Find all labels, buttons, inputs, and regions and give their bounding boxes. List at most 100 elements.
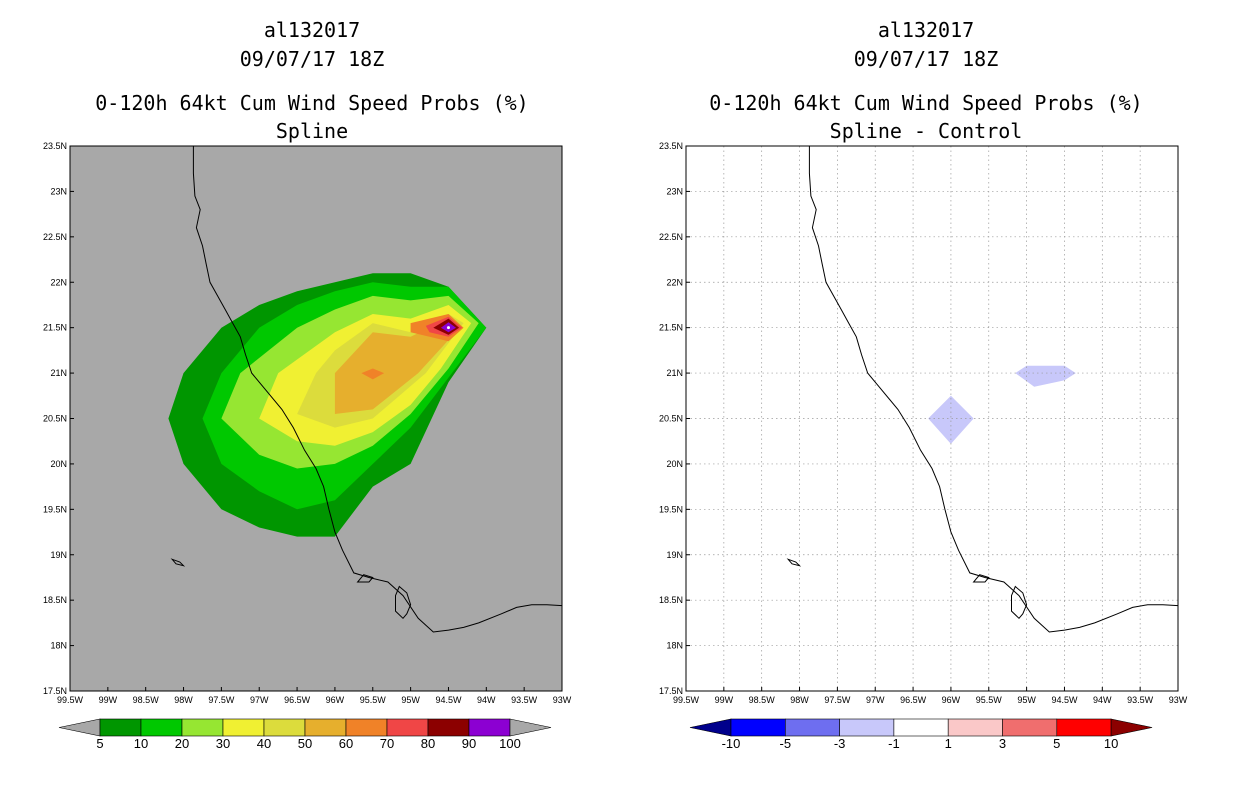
left-xtick-label-7: 96W bbox=[326, 695, 345, 705]
right-xtick-label-3: 98W bbox=[790, 695, 809, 705]
left-xtick-label-2: 98.5W bbox=[133, 695, 160, 705]
left-ytick-label-6: 20.5N bbox=[43, 414, 67, 424]
left-colorbar-swatch-1 bbox=[140, 718, 183, 737]
right-colorbar-swatch-4 bbox=[947, 718, 1003, 737]
right-colorbar-label-2: -3 bbox=[834, 736, 846, 751]
left-ytick-label-12: 23.5N bbox=[43, 141, 67, 151]
right-island-1 bbox=[1011, 585, 1028, 620]
left-ytick-label-2: 18.5N bbox=[43, 595, 67, 605]
right-xtick-label-12: 93.5W bbox=[1127, 695, 1154, 705]
right-map-panel: al132017 09/07/17 18Z 0-120h 64kt Cum Wi… bbox=[659, 18, 1188, 751]
right-colorbar-swatch-5 bbox=[1002, 718, 1058, 737]
right-colorbar-swatch-3 bbox=[893, 718, 949, 737]
right-ytick-label-1: 18N bbox=[666, 641, 683, 651]
left-xtick-label-12: 93.5W bbox=[511, 695, 538, 705]
left-colorbar-swatch-0 bbox=[99, 718, 142, 737]
left-colorbar-swatch-8 bbox=[427, 718, 470, 737]
right-ytick-label-12: 23.5N bbox=[659, 141, 683, 151]
left-colorbar-label-5: 50 bbox=[298, 736, 312, 751]
left-ytick-label-11: 23N bbox=[50, 186, 67, 196]
right-ytick-label-6: 20.5N bbox=[659, 414, 683, 424]
right-contour--3-1 bbox=[1015, 365, 1076, 387]
left-colorbar-label-8: 80 bbox=[421, 736, 435, 751]
left-colorbar-label-4: 40 bbox=[257, 736, 271, 751]
left-xtick-label-8: 95.5W bbox=[360, 695, 387, 705]
right-ytick-label-7: 21N bbox=[666, 368, 683, 378]
left-colorbar-swatch-2 bbox=[181, 718, 224, 737]
right-xtick-label-0: 99.5W bbox=[673, 695, 700, 705]
right-datetime: 09/07/17 18Z bbox=[854, 47, 999, 71]
left-colorbar-label-7: 70 bbox=[380, 736, 394, 751]
left-coastline bbox=[192, 146, 563, 633]
right-xtick-label-6: 96.5W bbox=[900, 695, 927, 705]
left-colorbar-label-9: 90 bbox=[462, 736, 476, 751]
right-colorbar-label-7: 10 bbox=[1104, 736, 1118, 751]
left-island-0 bbox=[170, 558, 186, 567]
left-xtick-label-0: 99.5W bbox=[57, 695, 84, 705]
right-ytick-label-8: 21.5N bbox=[659, 323, 683, 333]
right-colorbar-label-5: 3 bbox=[999, 736, 1006, 751]
right-colorbar-label-3: -1 bbox=[888, 736, 900, 751]
left-ytick-label-9: 22N bbox=[50, 277, 67, 287]
left-max-point-0 bbox=[446, 326, 450, 330]
left-colorbar-high-arrow bbox=[509, 718, 552, 737]
left-colorbar-swatch-9 bbox=[468, 718, 511, 737]
right-xtick-label-10: 94.5W bbox=[1051, 695, 1078, 705]
right-xtick-label-1: 99W bbox=[715, 695, 734, 705]
left-xtick-label-10: 94.5W bbox=[435, 695, 462, 705]
left-xtick-label-4: 97.5W bbox=[208, 695, 235, 705]
left-colorbar-swatch-5 bbox=[304, 718, 347, 737]
left-island-1 bbox=[395, 585, 412, 620]
right-ytick-label-10: 22.5N bbox=[659, 232, 683, 242]
left-colorbar-label-3: 30 bbox=[216, 736, 230, 751]
right-colorbar-swatch-0 bbox=[730, 718, 786, 737]
right-ytick-label-11: 23N bbox=[666, 186, 683, 196]
right-colorbar-label-0: -10 bbox=[722, 736, 741, 751]
right-colorbar-label-6: 5 bbox=[1053, 736, 1060, 751]
right-ytick-label-5: 20N bbox=[666, 459, 683, 469]
right-ytick-label-0: 17.5N bbox=[659, 686, 683, 696]
left-chart-title: 0-120h 64kt Cum Wind Speed Probs (%) bbox=[95, 91, 528, 115]
left-map-panel: al132017 09/07/17 18Z 0-120h 64kt Cum Wi… bbox=[43, 18, 572, 751]
right-xtick-label-4: 97.5W bbox=[824, 695, 851, 705]
left-island-2 bbox=[356, 574, 374, 583]
right-ytick-label-2: 18.5N bbox=[659, 595, 683, 605]
right-xtick-label-11: 94W bbox=[1093, 695, 1112, 705]
right-xtick-label-9: 95W bbox=[1017, 695, 1036, 705]
right-island-0 bbox=[786, 558, 802, 567]
right-ytick-label-9: 22N bbox=[666, 277, 683, 287]
left-colorbar-label-0: 5 bbox=[96, 736, 103, 751]
right-island-2 bbox=[972, 574, 990, 583]
left-xtick-label-13: 93W bbox=[553, 695, 572, 705]
left-chart-subtitle: Spline bbox=[276, 119, 348, 143]
left-ytick-label-3: 19N bbox=[50, 550, 67, 560]
left-colorbar-swatch-7 bbox=[386, 718, 429, 737]
left-ytick-label-1: 18N bbox=[50, 641, 67, 651]
left-ytick-label-10: 22.5N bbox=[43, 232, 67, 242]
left-ytick-label-8: 21.5N bbox=[43, 323, 67, 333]
right-ytick-label-3: 19N bbox=[666, 550, 683, 560]
left-colorbar-label-10: 100 bbox=[499, 736, 521, 751]
left-ytick-label-4: 19.5N bbox=[43, 504, 67, 514]
right-xtick-label-5: 97W bbox=[866, 695, 885, 705]
right-ytick-label-4: 19.5N bbox=[659, 504, 683, 514]
left-colorbar-label-1: 10 bbox=[134, 736, 148, 751]
right-chart-subtitle: Spline - Control bbox=[830, 119, 1023, 143]
left-colorbar-label-2: 20 bbox=[175, 736, 189, 751]
left-xtick-label-5: 97W bbox=[250, 695, 269, 705]
left-xtick-label-3: 98W bbox=[174, 695, 193, 705]
left-datetime: 09/07/17 18Z bbox=[240, 47, 385, 71]
left-colorbar-swatch-6 bbox=[345, 718, 388, 737]
left-contour-50-5 bbox=[334, 318, 460, 414]
left-colorbar-swatch-4 bbox=[263, 718, 306, 737]
right-coastline bbox=[808, 146, 1179, 633]
left-colorbar-label-6: 60 bbox=[339, 736, 353, 751]
left-colorbar-low-arrow bbox=[58, 718, 101, 737]
right-contour--3-0 bbox=[928, 395, 974, 444]
left-ytick-label-5: 20N bbox=[50, 459, 67, 469]
right-colorbar-label-4: 1 bbox=[945, 736, 952, 751]
right-chart-title: 0-120h 64kt Cum Wind Speed Probs (%) bbox=[709, 91, 1142, 115]
right-colorbar-low-arrow bbox=[689, 718, 732, 737]
left-contour-60-7 bbox=[361, 368, 385, 380]
